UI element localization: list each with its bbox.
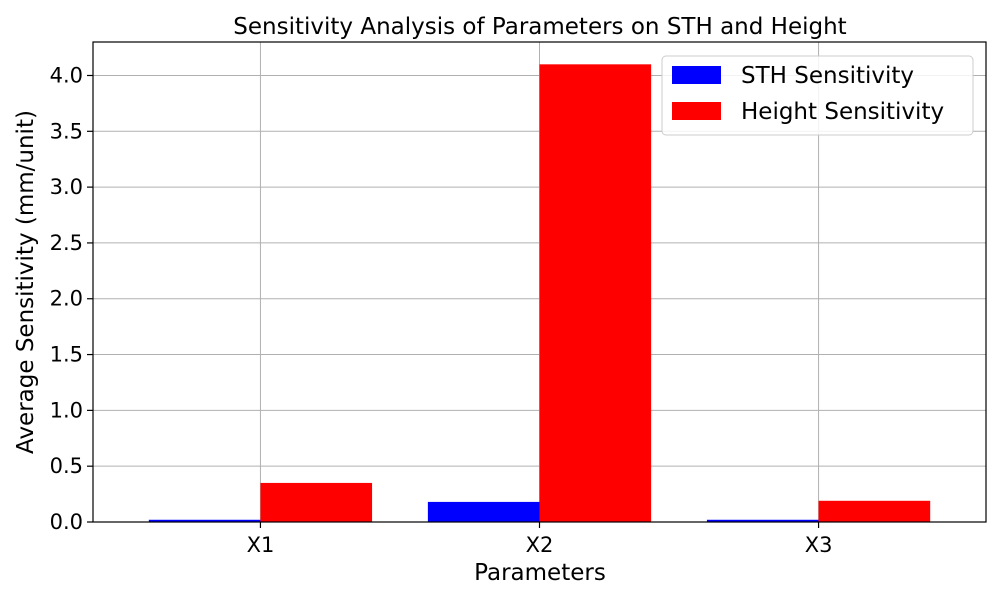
y-tick-label: 2.5 bbox=[50, 231, 83, 255]
x-axis-ticks: X1 X2 X3 bbox=[247, 522, 833, 557]
y-tick-label: 0.0 bbox=[50, 510, 83, 534]
y-tick-label: 2.0 bbox=[50, 287, 83, 311]
legend-label-height: Height Sensitivity bbox=[741, 99, 944, 125]
y-tick-label: 0.5 bbox=[50, 454, 83, 478]
y-tick-label: 1.0 bbox=[50, 398, 83, 422]
x-axis-label: Parameters bbox=[474, 560, 606, 586]
legend-swatch-sth bbox=[672, 66, 721, 84]
bar-layer bbox=[148, 64, 931, 522]
x-tick-label: X2 bbox=[526, 533, 554, 557]
bar-sth-x3 bbox=[706, 519, 819, 522]
legend-swatch-height bbox=[672, 102, 721, 120]
x-tick-label: X3 bbox=[805, 533, 833, 557]
y-tick-label: 3.5 bbox=[50, 119, 83, 143]
y-tick-label: 3.0 bbox=[50, 175, 83, 199]
chart-title: Sensitivity Analysis of Parameters on ST… bbox=[233, 14, 846, 40]
y-tick-label: 1.5 bbox=[50, 343, 83, 367]
y-axis-label: Average Sensitivity (mm/unit) bbox=[13, 110, 39, 454]
legend: STH Sensitivity Height Sensitivity bbox=[661, 55, 974, 136]
legend-box bbox=[661, 55, 974, 136]
y-axis-ticks: 0.0 0.5 1.0 1.5 2.0 2.5 3.0 3.5 4.0 bbox=[50, 63, 93, 534]
legend-label-sth: STH Sensitivity bbox=[741, 63, 914, 89]
bar-height-x1 bbox=[260, 482, 373, 522]
bar-height-x2 bbox=[539, 64, 652, 522]
x-tick-label: X1 bbox=[247, 533, 275, 557]
y-tick-label: 4.0 bbox=[50, 63, 83, 87]
bar-sth-x1 bbox=[148, 519, 261, 522]
bar-height-x3 bbox=[818, 500, 931, 522]
bar-sth-x2 bbox=[427, 501, 540, 522]
